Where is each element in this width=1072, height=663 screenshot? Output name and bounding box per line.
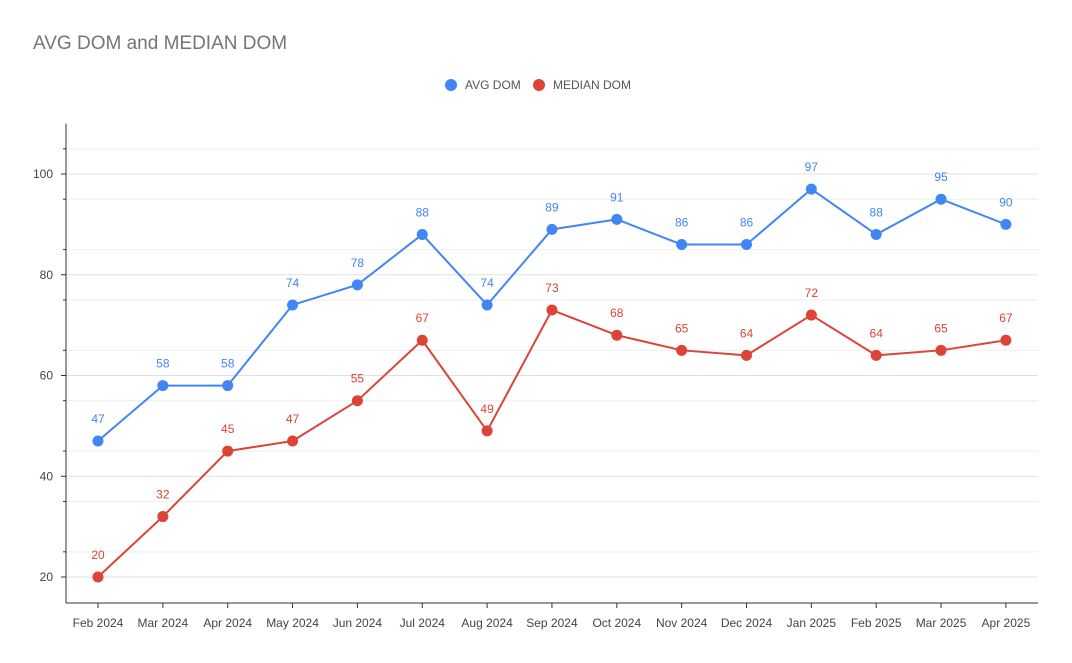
- data-point-median-dom[interactable]: [611, 329, 623, 341]
- x-tick-label: Nov 2024: [656, 616, 708, 630]
- data-label-median-dom: 72: [805, 286, 819, 300]
- data-point-median-dom[interactable]: [1000, 334, 1012, 346]
- data-point-avg-dom[interactable]: [157, 380, 169, 392]
- legend-marker-avg-dom: [445, 79, 457, 91]
- data-label-avg-dom: 95: [934, 170, 948, 184]
- data-label-median-dom: 49: [480, 402, 494, 416]
- data-point-avg-dom[interactable]: [546, 223, 558, 235]
- data-point-avg-dom[interactable]: [1000, 218, 1012, 230]
- data-label-median-dom: 64: [870, 326, 884, 340]
- data-label-median-dom: 32: [156, 488, 170, 502]
- data-point-median-dom[interactable]: [935, 344, 947, 356]
- data-label-avg-dom: 78: [351, 256, 365, 270]
- data-point-median-dom[interactable]: [741, 349, 752, 361]
- x-tick-label: Mar 2025: [916, 616, 967, 630]
- data-label-avg-dom: 90: [999, 195, 1013, 209]
- data-label-median-dom: 55: [351, 372, 365, 386]
- x-tick-label: Jul 2024: [400, 616, 446, 630]
- data-label-avg-dom: 91: [610, 190, 624, 204]
- data-point-avg-dom[interactable]: [416, 228, 428, 240]
- x-tick-label: Sep 2024: [526, 616, 578, 630]
- data-point-avg-dom[interactable]: [611, 213, 623, 225]
- data-label-avg-dom: 88: [870, 205, 884, 219]
- x-tick-label: Mar 2024: [137, 616, 188, 630]
- data-label-median-dom: 67: [416, 311, 430, 325]
- data-point-median-dom[interactable]: [870, 349, 882, 361]
- data-label-avg-dom: 86: [675, 216, 689, 230]
- x-tick-label: Oct 2024: [592, 616, 641, 630]
- data-point-avg-dom[interactable]: [222, 380, 234, 392]
- data-point-median-dom[interactable]: [805, 309, 817, 321]
- legend-item-median-dom[interactable]: MEDIAN DOM: [533, 78, 631, 92]
- x-tick-label: Apr 2024: [203, 616, 252, 630]
- x-tick-label: Aug 2024: [461, 616, 513, 630]
- data-point-median-dom[interactable]: [351, 395, 363, 407]
- data-label-median-dom: 73: [545, 281, 559, 295]
- data-point-avg-dom[interactable]: [935, 193, 947, 205]
- data-point-median-dom[interactable]: [92, 571, 104, 583]
- data-label-avg-dom: 58: [221, 357, 235, 371]
- data-label-median-dom: 67: [999, 311, 1013, 325]
- data-label-median-dom: 65: [934, 321, 948, 335]
- legend-marker-median-dom: [533, 79, 545, 91]
- y-tick-label: 60: [40, 369, 54, 383]
- x-tick-label: Jun 2024: [333, 616, 383, 630]
- data-point-median-dom[interactable]: [676, 344, 688, 356]
- legend: AVG DOM MEDIAN DOM: [0, 78, 1072, 98]
- data-label-avg-dom: 58: [156, 357, 170, 371]
- data-label-avg-dom: 97: [805, 160, 819, 174]
- legend-label-avg-dom: AVG DOM: [465, 78, 521, 92]
- legend-item-avg-dom[interactable]: AVG DOM: [445, 78, 521, 92]
- y-tick-label: 40: [40, 469, 54, 483]
- x-tick-label: Feb 2024: [73, 616, 124, 630]
- x-tick-label: Feb 2025: [851, 616, 902, 630]
- data-label-median-dom: 47: [286, 412, 300, 426]
- data-point-median-dom[interactable]: [546, 304, 558, 316]
- x-tick-label: May 2024: [266, 616, 319, 630]
- x-tick-label: Apr 2025: [982, 616, 1031, 630]
- data-label-median-dom: 68: [610, 306, 624, 320]
- data-label-median-dom: 64: [740, 326, 754, 340]
- data-label-median-dom: 65: [675, 321, 689, 335]
- data-label-avg-dom: 47: [91, 412, 105, 426]
- data-point-avg-dom[interactable]: [870, 228, 882, 240]
- data-label-avg-dom: 89: [545, 200, 559, 214]
- x-tick-label: Jan 2025: [787, 616, 837, 630]
- data-point-median-dom[interactable]: [157, 511, 169, 523]
- data-label-avg-dom: 88: [416, 205, 430, 219]
- data-point-avg-dom[interactable]: [351, 279, 363, 291]
- data-point-avg-dom[interactable]: [676, 239, 688, 251]
- data-point-avg-dom[interactable]: [92, 435, 104, 447]
- data-point-avg-dom[interactable]: [481, 299, 493, 311]
- data-label-avg-dom: 74: [480, 276, 494, 290]
- data-label-avg-dom: 86: [740, 216, 754, 230]
- data-label-median-dom: 20: [91, 548, 105, 562]
- data-point-median-dom[interactable]: [416, 334, 428, 346]
- y-tick-label: 20: [40, 570, 54, 584]
- data-point-avg-dom[interactable]: [741, 239, 752, 251]
- data-point-median-dom[interactable]: [481, 425, 493, 437]
- legend-label-median-dom: MEDIAN DOM: [553, 78, 631, 92]
- data-point-avg-dom[interactable]: [805, 183, 817, 195]
- data-point-median-dom[interactable]: [222, 445, 234, 457]
- y-tick-label: 100: [33, 167, 53, 181]
- x-tick-label: Dec 2024: [721, 616, 773, 630]
- chart-title: AVG DOM and MEDIAN DOM: [33, 33, 288, 54]
- y-tick-label: 80: [40, 268, 54, 282]
- data-label-median-dom: 45: [221, 422, 235, 436]
- data-point-median-dom[interactable]: [287, 435, 299, 447]
- data-label-avg-dom: 74: [286, 276, 300, 290]
- data-point-avg-dom[interactable]: [287, 299, 299, 311]
